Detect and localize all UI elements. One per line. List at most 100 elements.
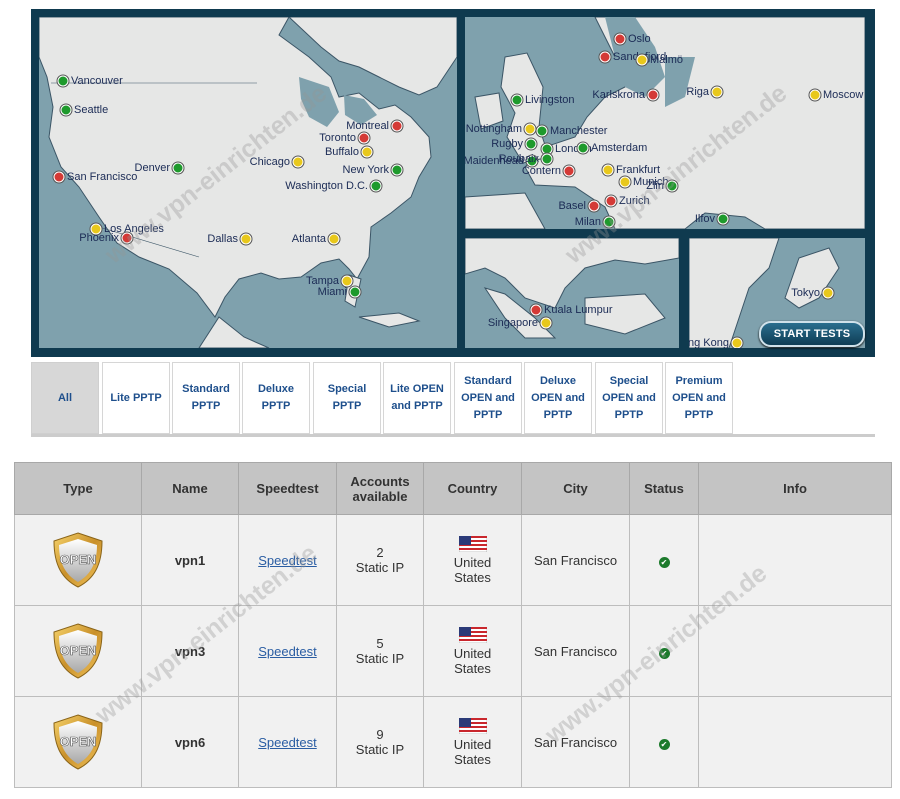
tab-plan[interactable]: Special PPTP <box>313 362 381 434</box>
speedtest-link[interactable]: Speedtest <box>258 552 317 568</box>
server-marker[interactable] <box>328 233 340 245</box>
server-marker[interactable] <box>526 155 538 167</box>
server-marker[interactable] <box>511 94 523 106</box>
server-marker[interactable] <box>540 317 552 329</box>
country-cell: United States <box>423 514 522 606</box>
server-marker[interactable] <box>666 180 678 192</box>
server-marker[interactable] <box>370 180 382 192</box>
header-type[interactable]: Type <box>14 462 142 515</box>
server-table: Type Name Speedtest Accounts available C… <box>14 462 892 788</box>
server-marker[interactable] <box>731 337 743 348</box>
map-panel-north-america: Vancouver Seattle San Francisco Los Angeles… <box>39 17 457 348</box>
server-marker[interactable] <box>636 54 648 66</box>
server-marker[interactable] <box>822 287 834 299</box>
server-marker[interactable] <box>57 75 69 87</box>
tab-plan[interactable]: Deluxe OPEN and PPTP <box>524 362 592 434</box>
tab-plan[interactable]: Standard PPTP <box>172 362 240 434</box>
server-marker[interactable] <box>391 120 403 132</box>
server-marker[interactable] <box>605 195 617 207</box>
server-map: Vancouver Seattle San Francisco Los Angeles… <box>31 9 875 357</box>
server-name: vpn6 <box>141 696 239 788</box>
accounts-count: 2 <box>376 545 384 560</box>
server-marker[interactable] <box>647 89 659 101</box>
city-label: Vancouver <box>71 75 123 87</box>
server-marker[interactable] <box>90 223 102 235</box>
city-label: Toronto <box>319 132 356 144</box>
server-marker[interactable] <box>292 156 304 168</box>
header-info[interactable]: Info <box>698 462 892 515</box>
server-marker[interactable] <box>536 125 548 137</box>
server-marker[interactable] <box>121 232 133 244</box>
header-status[interactable]: Status <box>629 462 699 515</box>
server-marker[interactable] <box>349 286 361 298</box>
server-marker[interactable] <box>711 86 723 98</box>
start-tests-button[interactable]: START TESTS <box>759 321 865 347</box>
country-name: United States <box>453 645 492 676</box>
header-country[interactable]: Country <box>423 462 522 515</box>
check-circle-icon: ✔ <box>658 738 670 750</box>
server-marker[interactable] <box>341 275 353 287</box>
server-marker[interactable] <box>172 162 184 174</box>
server-marker[interactable] <box>240 233 252 245</box>
server-marker[interactable] <box>60 104 72 116</box>
table-row: OPEN vpn3 Speedtest 5 Static IP United St… <box>14 605 892 697</box>
speedtest-cell: Speedtest <box>238 514 337 606</box>
speedtest-cell: Speedtest <box>238 605 337 697</box>
server-marker[interactable] <box>541 153 553 165</box>
speedtest-link[interactable]: Speedtest <box>258 734 317 750</box>
server-marker[interactable] <box>588 200 600 212</box>
server-marker[interactable] <box>577 142 589 154</box>
country-name: United States <box>453 736 492 767</box>
status-cell: ✔ <box>629 696 699 788</box>
server-marker[interactable] <box>599 51 611 63</box>
city-label: New York <box>342 164 389 176</box>
server-marker[interactable] <box>53 171 65 183</box>
server-marker[interactable] <box>525 138 537 150</box>
server-marker[interactable] <box>603 216 615 228</box>
tab-plan[interactable]: Lite OPEN and PPTP <box>383 362 451 434</box>
server-name: vpn1 <box>141 514 239 606</box>
city-label: Zurich <box>619 195 650 207</box>
server-marker[interactable] <box>391 164 403 176</box>
open-badge-text: OPEN <box>60 552 97 567</box>
tab-label: Lite PPTP <box>110 391 162 404</box>
server-marker[interactable] <box>530 304 542 316</box>
table-row: OPEN vpn1 Speedtest 2 Static IP United St… <box>14 514 892 606</box>
city-label: Seattle <box>74 104 109 116</box>
city-label: Kuala Lumpur <box>544 304 613 316</box>
tab-label: Lite OPEN and PPTP <box>390 383 444 412</box>
info-cell <box>698 696 892 788</box>
city-label: Munich <box>633 176 669 188</box>
speedtest-link[interactable]: Speedtest <box>258 643 317 659</box>
tab-label: All <box>57 391 73 404</box>
server-marker[interactable] <box>358 132 370 144</box>
server-marker[interactable] <box>602 164 614 176</box>
city-label: Ilfov <box>694 213 715 225</box>
header-accounts[interactable]: Accounts available <box>336 462 424 515</box>
us-flag-icon <box>458 535 487 552</box>
country-name: United States <box>453 554 492 585</box>
tab-plan[interactable]: Standard OPEN and PPTP <box>454 362 522 434</box>
server-marker[interactable] <box>361 146 373 158</box>
city-label: Frankfurt <box>616 164 661 176</box>
accounts-cell: 2 Static IP <box>336 514 424 606</box>
header-city[interactable]: City <box>521 462 630 515</box>
server-marker[interactable] <box>563 165 575 177</box>
tab-plan[interactable]: Premium OPEN and PPTP <box>665 362 733 434</box>
server-marker[interactable] <box>524 123 536 135</box>
tab-plan[interactable]: Lite PPTP <box>102 362 170 434</box>
city-label: Malmö <box>650 54 684 66</box>
server-marker[interactable] <box>619 176 631 188</box>
tab-plan[interactable]: Deluxe PPTP <box>242 362 310 434</box>
type-cell: OPEN <box>14 514 142 606</box>
header-speedtest[interactable]: Speedtest <box>238 462 337 515</box>
server-marker[interactable] <box>614 33 626 45</box>
server-marker[interactable] <box>809 89 821 101</box>
tab-plan[interactable]: Special OPEN and PPTP <box>595 362 663 434</box>
city-label: Nottingham <box>465 123 522 135</box>
status-cell: ✔ <box>629 605 699 697</box>
header-name[interactable]: Name <box>141 462 239 515</box>
server-marker[interactable] <box>717 213 729 225</box>
accounts-kind: Static IP <box>355 651 405 666</box>
tab-plan[interactable]: All <box>31 362 99 434</box>
